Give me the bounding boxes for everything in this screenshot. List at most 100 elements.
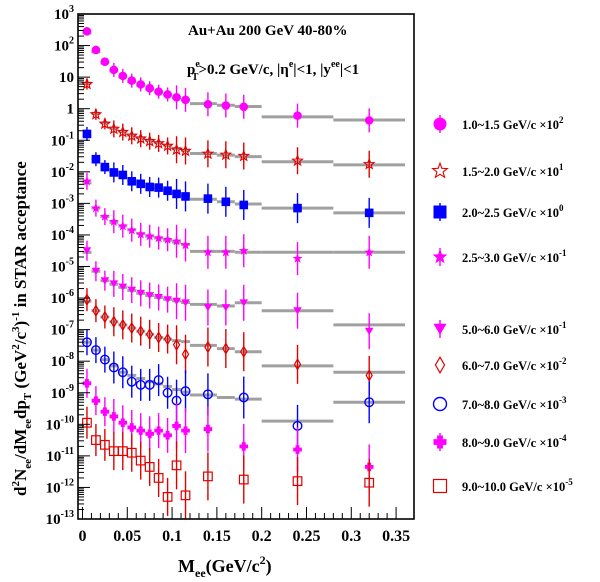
- x-axis: 0 0.05 0.1 0.15 0.2 0.25 0.3 0.35: [78, 507, 410, 545]
- legend-label: 8.0~9.0 GeV/c ×10-4: [462, 433, 567, 450]
- data-point: [239, 442, 249, 451]
- data-point: [163, 90, 172, 99]
- data-point: [100, 211, 110, 221]
- legend-marker: [432, 396, 448, 412]
- legend-item: 2.5~3.0 GeV/c ×10-1: [432, 248, 567, 266]
- data-point: [181, 192, 190, 201]
- data-point: [118, 283, 128, 291]
- data-point: [127, 76, 137, 85]
- legend-item: 2.0~2.5 GeV/c ×100: [433, 203, 564, 221]
- x-tick-label: 0.1: [162, 528, 182, 545]
- legend-label: 1.0~1.5 GeV/c ×102: [462, 115, 564, 132]
- legend-marker: [431, 161, 449, 179]
- x-tick-label: 0.2: [252, 528, 272, 545]
- data-point: [221, 197, 231, 207]
- data-point: [101, 310, 109, 324]
- legend-label: 2.0~2.5 GeV/c ×100: [462, 203, 564, 220]
- data-point: [364, 116, 374, 125]
- legend-item: 1.5~2.0 GeV/c ×101: [431, 161, 564, 179]
- data-point: [239, 102, 249, 112]
- data-point: [293, 203, 302, 213]
- data-point: [82, 176, 92, 186]
- data-point: [137, 324, 145, 338]
- data-point: [161, 139, 174, 152]
- data-point: [293, 307, 302, 315]
- data-point: [118, 418, 128, 428]
- data-point: [99, 439, 110, 450]
- x-tick-label: 0: [78, 528, 86, 545]
- data-point: [91, 202, 101, 213]
- data-point: [117, 367, 128, 378]
- data-point: [126, 376, 137, 387]
- data-point: [219, 148, 233, 161]
- legend-item: 8.0~9.0 GeV/c ×10-4: [433, 433, 567, 451]
- data-point: [91, 154, 101, 164]
- data-point: [172, 189, 181, 199]
- data-point: [82, 27, 92, 36]
- legend-label: 9.0~10.0 GeV/c ×10-5: [462, 477, 573, 494]
- data-point: [181, 95, 190, 105]
- data-point: [127, 286, 137, 295]
- data-point: [237, 149, 251, 162]
- data-point: [116, 125, 130, 138]
- x-tick-label: 0.35: [382, 528, 410, 545]
- data-point: [134, 131, 148, 145]
- plot-frame: [77, 13, 415, 520]
- data-point: [98, 117, 112, 130]
- y-tick-label: 10-1: [51, 130, 74, 149]
- data-point: [153, 375, 164, 386]
- data-point: [292, 253, 303, 263]
- data-point: [364, 327, 374, 336]
- y-tick-label: 10-4: [51, 225, 74, 244]
- legend-label: 1.5~2.0 GeV/c ×101: [462, 162, 564, 179]
- data-point: [163, 431, 172, 440]
- data-point: [118, 170, 128, 180]
- legend-label: 2.5~3.0 GeV/c ×10-1: [462, 248, 567, 265]
- data-point: [90, 345, 101, 356]
- data-point: [163, 186, 172, 196]
- data-point: [109, 280, 119, 288]
- legend-marker: [433, 205, 447, 219]
- series-7: [82, 368, 374, 490]
- data-point: [203, 424, 213, 434]
- legend-marker: [433, 323, 447, 335]
- data-point: [203, 247, 213, 257]
- data-point: [292, 476, 303, 487]
- data-point: [364, 247, 375, 257]
- y-tick-label: 102: [54, 36, 74, 55]
- data-point: [110, 315, 118, 329]
- data-point: [145, 292, 154, 300]
- data-point: [291, 154, 304, 167]
- data-point: [162, 234, 173, 244]
- data-point: [89, 107, 103, 120]
- data-point: [127, 423, 137, 432]
- y-tick-label: 10-2: [51, 162, 74, 181]
- data-point: [172, 421, 181, 431]
- data-point: [145, 182, 154, 192]
- series-8: [82, 406, 375, 520]
- data-point: [180, 239, 191, 250]
- data-point: [239, 200, 249, 210]
- data-point: [364, 397, 375, 408]
- y-tick-label: 103: [54, 4, 74, 23]
- data-point: [293, 357, 302, 371]
- data-point: [82, 247, 92, 255]
- y-axis-label: d2Nee/dMeedpT (GeV2/c3)-1 in STAR accept…: [10, 161, 34, 496]
- data-point: [152, 136, 165, 149]
- data-point: [154, 293, 163, 302]
- x-tick-label: 0.25: [292, 528, 320, 545]
- data-point: [144, 231, 155, 241]
- data-point: [201, 147, 215, 160]
- data-point: [118, 71, 128, 81]
- x-tick-label: 0.05: [113, 528, 141, 545]
- data-point: [238, 245, 249, 255]
- data-point: [239, 299, 249, 307]
- data-point: [293, 445, 302, 454]
- data-point: [172, 93, 181, 102]
- data-point: [136, 179, 146, 189]
- data-point: [92, 304, 100, 318]
- data-point: [238, 392, 249, 403]
- data-point: [221, 101, 231, 110]
- data-point: [220, 247, 231, 257]
- data-point: [128, 321, 136, 335]
